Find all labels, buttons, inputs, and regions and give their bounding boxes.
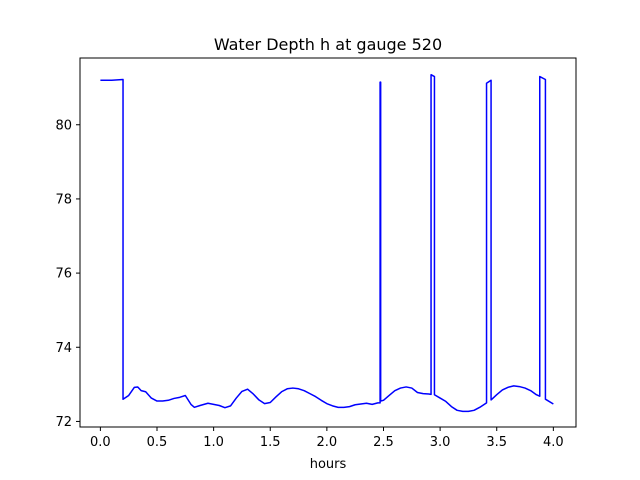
x-axis: 0.0 0.5 1.0 1.5 2.0 2.5 3.0 3.5 4.0 xyxy=(90,427,564,450)
plot-frame xyxy=(79,57,577,428)
x-tick-label: 0.5 xyxy=(147,435,168,450)
x-tick-label: 0.0 xyxy=(90,435,111,450)
y-axis: 72 74 76 78 80 xyxy=(55,118,80,430)
y-tick-label: 78 xyxy=(55,192,72,207)
series-line-0 xyxy=(100,73,554,413)
x-tick-label: 4.0 xyxy=(543,435,564,450)
x-tick-label: 1.5 xyxy=(260,435,281,450)
x-axis-label: hours xyxy=(310,457,347,472)
plot-background xyxy=(80,58,576,427)
x-tick-label: 2.0 xyxy=(317,435,338,450)
x-tick-label: 1.0 xyxy=(203,435,224,450)
x-tick-label: 3.0 xyxy=(430,435,451,450)
plot-area xyxy=(79,57,577,428)
y-tick-label: 76 xyxy=(55,267,72,282)
y-tick-label: 80 xyxy=(55,118,72,133)
y-tick-label: 72 xyxy=(55,415,72,430)
x-tick-label: 3.5 xyxy=(486,435,507,450)
chart-title: Water Depth h at gauge 520 xyxy=(214,35,442,54)
x-tick-label: 2.5 xyxy=(373,435,394,450)
y-tick-label: 74 xyxy=(55,341,72,356)
